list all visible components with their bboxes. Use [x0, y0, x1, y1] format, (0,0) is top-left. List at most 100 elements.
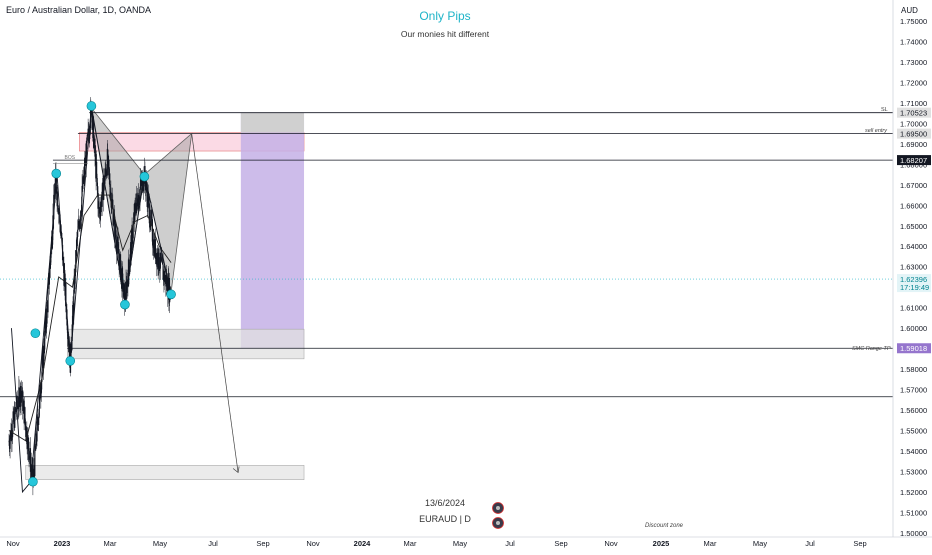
candle-body	[19, 401, 21, 408]
candle-body	[75, 250, 77, 273]
candle-body	[154, 239, 157, 259]
candle-body	[166, 278, 169, 295]
candle-body	[27, 435, 29, 438]
candle-body	[164, 278, 166, 282]
candle-body	[98, 202, 100, 207]
candle-body	[114, 223, 117, 235]
candle-body	[40, 392, 42, 394]
x-tick-label: Nov	[6, 539, 20, 548]
sell-entry-label: sell entry	[865, 128, 888, 134]
candle-body	[35, 447, 37, 451]
candle-body	[24, 407, 26, 420]
candle-body	[50, 247, 52, 258]
candle-body	[49, 262, 51, 278]
candle-body	[152, 241, 154, 246]
candle-body	[119, 254, 122, 281]
candle-body	[18, 387, 20, 407]
candle-body	[108, 173, 111, 185]
candle-body	[104, 168, 106, 178]
candle-body	[29, 448, 32, 472]
candle-body	[113, 224, 115, 225]
candle-body	[87, 132, 89, 135]
pivot-marker	[120, 299, 130, 310]
candle-body	[54, 182, 56, 200]
candle-body	[43, 349, 46, 354]
y-tick-label: 1.57000	[900, 386, 927, 395]
candle-body	[30, 464, 32, 470]
candle-body	[109, 191, 111, 196]
candle-body	[101, 195, 103, 207]
symbol-title[interactable]: Euro / Australian Dollar, 1D, OANDA	[6, 5, 152, 15]
candle-body	[50, 257, 52, 263]
candle-body	[112, 204, 114, 208]
y-tick-label: 1.74000	[900, 37, 927, 46]
candle-body	[139, 186, 141, 190]
candle-body	[131, 228, 133, 244]
candle-body	[12, 420, 14, 434]
candle-body	[14, 406, 16, 428]
candle-body	[49, 262, 51, 264]
discount-zone-label: Discount zone	[645, 523, 684, 529]
pivot-marker	[51, 168, 62, 179]
candle-body	[100, 206, 102, 217]
candle-body	[48, 277, 50, 285]
candle-body	[53, 194, 55, 197]
candle-body	[128, 259, 130, 268]
candle-body	[38, 408, 40, 418]
candle-body	[81, 196, 83, 213]
candle-body	[83, 175, 85, 182]
candle-body	[57, 209, 59, 214]
candle-body	[139, 179, 142, 187]
candle-body	[28, 450, 30, 460]
candle-body	[115, 239, 118, 249]
candle-body	[107, 155, 110, 161]
x-tick-label: Mar	[404, 539, 417, 548]
candle-body	[15, 411, 18, 413]
candle-body	[138, 199, 141, 201]
candle-body	[121, 267, 124, 274]
badge-tp: 1.59018	[900, 344, 927, 353]
candle-body	[96, 177, 98, 187]
candle-body	[139, 189, 141, 200]
candle-body	[145, 185, 147, 191]
candle-body	[101, 182, 103, 196]
candle-body	[132, 238, 134, 244]
candle-body	[117, 244, 119, 254]
candle-body	[122, 282, 125, 292]
candle-body	[111, 199, 114, 205]
candle-body	[118, 253, 120, 259]
candle-body	[19, 391, 21, 408]
badge-last-price: 1.62396	[900, 275, 927, 284]
candle-body	[9, 438, 11, 449]
x-tick-label: 2023	[54, 539, 71, 548]
candle-body	[110, 191, 112, 193]
pivot-marker	[28, 476, 38, 487]
x-tick-label: May	[153, 539, 167, 548]
x-tick-label: Mar	[704, 539, 717, 548]
candle-body	[148, 203, 150, 224]
candle-body	[47, 288, 49, 313]
candle-body	[136, 193, 138, 199]
candle-body	[97, 194, 99, 209]
candle-body	[73, 289, 75, 316]
x-tick-label: 2025	[653, 539, 670, 548]
candle-body	[40, 381, 43, 393]
candle-body	[34, 446, 36, 476]
candle-body	[8, 440, 10, 446]
candle-body	[123, 282, 125, 285]
candle-body	[143, 187, 145, 191]
y-tick-label: 1.55000	[900, 427, 927, 436]
candle-body	[91, 125, 94, 130]
candle-body	[159, 268, 161, 272]
badge-level-bg	[897, 155, 931, 166]
candle-body	[147, 196, 149, 208]
currency-label[interactable]: AUD	[901, 6, 918, 15]
x-tick-label: Jul	[505, 539, 515, 548]
sl-label: SL	[881, 107, 888, 113]
candle-body	[105, 168, 107, 171]
candle-body	[41, 358, 43, 372]
y-tick-label: 1.52000	[900, 488, 927, 497]
y-tick-label: 1.65000	[900, 222, 927, 231]
